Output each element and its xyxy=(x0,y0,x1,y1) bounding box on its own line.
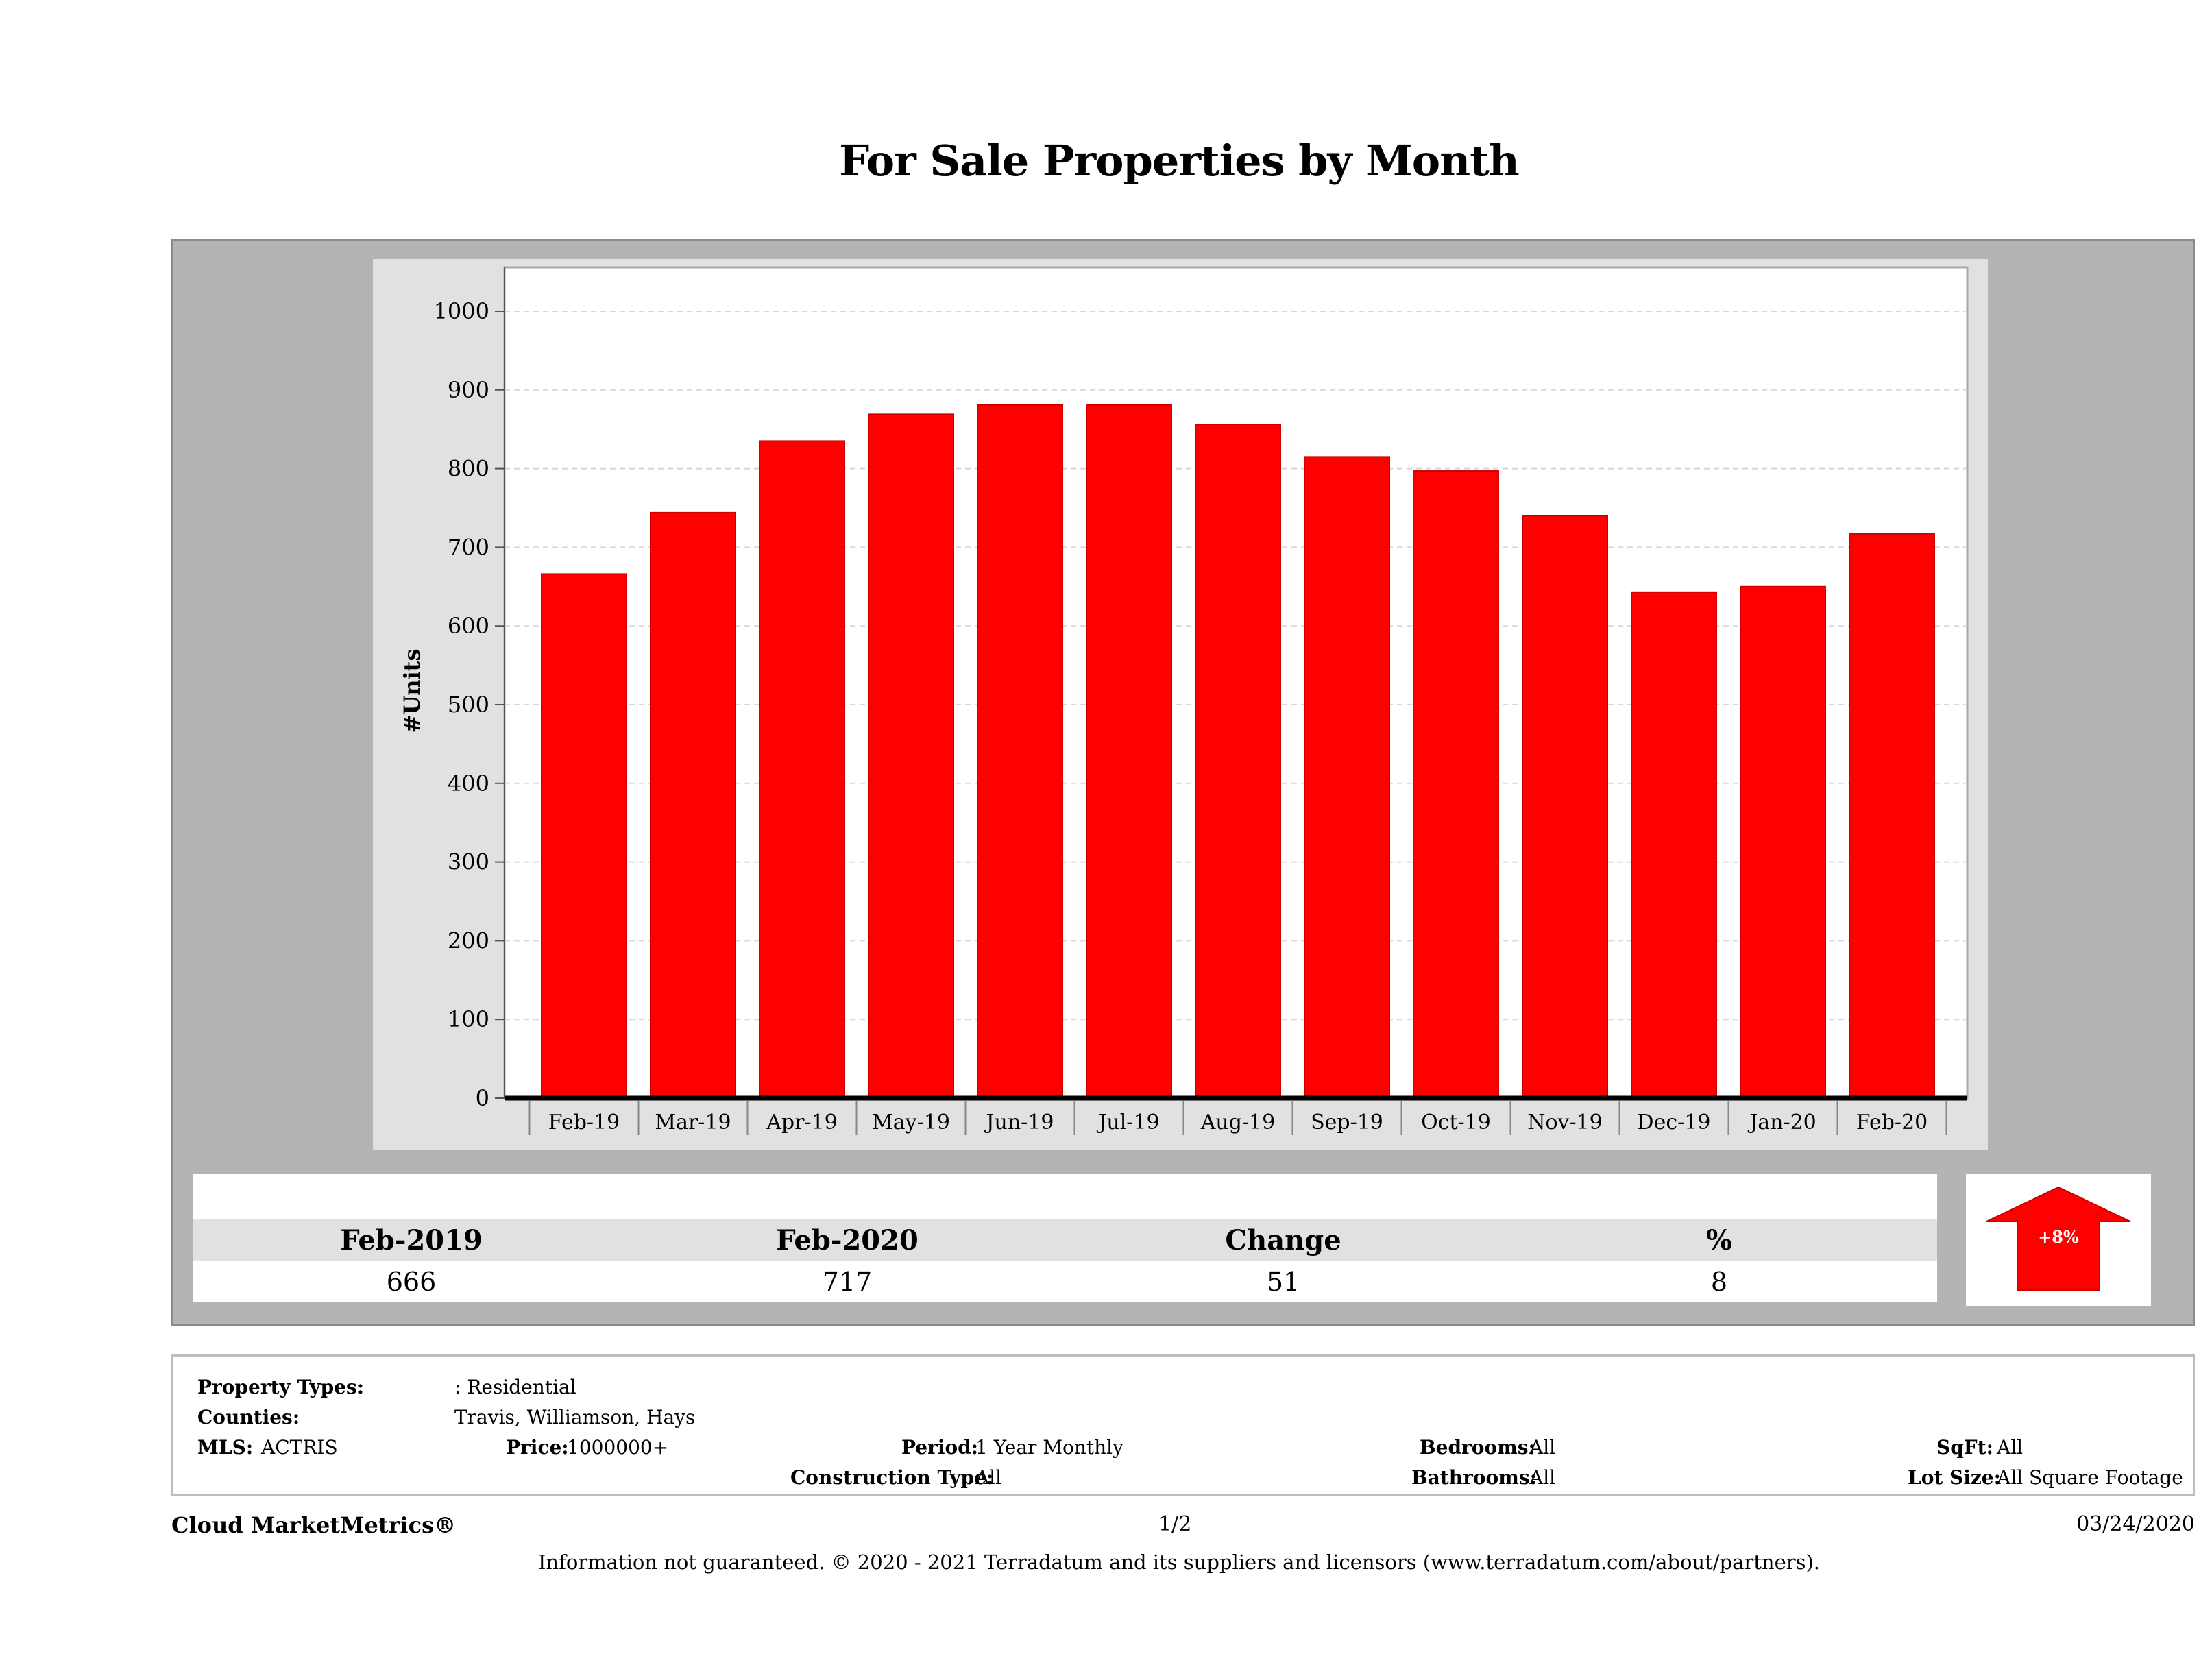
x-axis-ticks: Feb-19 Mar-19 Apr-19 May-19 Jun-19 Jul-19 Aug-… xyxy=(528,1101,1947,1135)
x-tick-label: May-19 xyxy=(872,1110,950,1134)
up-arrow-icon xyxy=(1986,1186,2131,1291)
footer-page-number: 1/2 xyxy=(1158,1512,1192,1536)
bar-jun-19 xyxy=(977,404,1063,1099)
bar-oct-19 xyxy=(1413,470,1499,1099)
footer-date: 03/24/2020 xyxy=(2076,1512,2195,1536)
y-axis-ticks: 0 100 200 300 400 500 600 700 800 900 1000 xyxy=(434,298,505,1111)
price-label: Price: xyxy=(506,1436,569,1459)
summary-header-end: Feb-2020 xyxy=(776,1224,919,1256)
sqft-label: SqFt: xyxy=(1936,1436,1993,1459)
footer-disclaimer: Information not guaranteed. © 2020 - 202… xyxy=(537,1551,1821,1574)
y-tick-label: 1000 xyxy=(434,298,489,324)
x-tick-label: Feb-19 xyxy=(548,1110,620,1134)
summary-spacer xyxy=(193,1174,1937,1219)
x-tick-label: Sep-19 xyxy=(1311,1110,1383,1134)
y-tick-label: 300 xyxy=(448,849,489,875)
summary-value-end: 717 xyxy=(822,1267,873,1297)
y-tick-label: 600 xyxy=(448,613,489,639)
y-tick-label: 900 xyxy=(448,377,489,403)
y-tick-label: 800 xyxy=(448,456,489,482)
bar-mar-19 xyxy=(650,511,736,1099)
y-tick-label: 200 xyxy=(448,927,489,953)
summary-value-change: 51 xyxy=(1266,1267,1300,1297)
lot-size-value: All Square Footage xyxy=(1997,1466,2183,1489)
construction-type-value: All xyxy=(975,1466,1002,1489)
x-tick-label: Jul-19 xyxy=(1096,1110,1159,1134)
summary-value-row: 666 717 51 8 xyxy=(193,1261,1937,1302)
bar-apr-19 xyxy=(759,440,845,1099)
summary-value-percent: 8 xyxy=(1710,1267,1728,1297)
bedrooms-value: All xyxy=(1529,1436,1556,1459)
summary-header-row: Feb-2019 Feb-2020 Change % xyxy=(193,1219,1937,1261)
y-axis-label: #Units xyxy=(399,649,425,733)
x-tick-label: Feb-20 xyxy=(1856,1110,1928,1134)
y-tick-label: 700 xyxy=(448,534,489,560)
bar-feb-19 xyxy=(541,573,627,1099)
counties-value: Travis, Williamson, Hays xyxy=(454,1406,696,1428)
price-value: 1000000+ xyxy=(567,1436,669,1459)
change-indicator-label: +8% xyxy=(2038,1227,2079,1247)
bar-feb-20 xyxy=(1849,533,1935,1099)
x-tick-label: Jun-19 xyxy=(984,1110,1054,1134)
x-tick-label: Mar-19 xyxy=(655,1110,731,1134)
bathrooms-value: All xyxy=(1529,1466,1556,1489)
y-tick-label: 0 xyxy=(476,1085,489,1111)
footer-brand: Cloud MarketMetrics® xyxy=(171,1512,457,1538)
bar-jan-20 xyxy=(1740,585,1826,1099)
summary-header-start: Feb-2019 xyxy=(340,1224,483,1256)
bar-dec-19 xyxy=(1631,591,1717,1099)
search-criteria: Property Types: : Residential Counties: … xyxy=(171,1354,2195,1496)
bar-aug-19 xyxy=(1195,424,1281,1099)
change-indicator: +8% xyxy=(1966,1174,2151,1306)
x-tick-label: Apr-19 xyxy=(766,1110,838,1134)
bedrooms-label: Bedrooms: xyxy=(1420,1436,1535,1459)
bars xyxy=(541,404,1935,1099)
lot-size-label: Lot Size: xyxy=(1908,1466,2001,1489)
bar-may-19 xyxy=(868,413,954,1099)
x-tick-label: Nov-19 xyxy=(1527,1110,1603,1134)
property-types-value: : Residential xyxy=(454,1376,576,1398)
counties-label: Counties: xyxy=(197,1406,300,1428)
summary-table: Feb-2019 Feb-2020 Change % 666 717 51 8 xyxy=(193,1174,1937,1306)
period-value: 1 Year Monthly xyxy=(975,1436,1123,1459)
y-tick-label: 500 xyxy=(448,692,489,718)
report-title: For Sale Properties by Month xyxy=(839,136,1520,186)
bar-sep-19 xyxy=(1304,456,1390,1099)
y-tick-label: 100 xyxy=(448,1006,489,1032)
x-tick-label: Jan-20 xyxy=(1747,1110,1816,1134)
x-tick-label: Oct-19 xyxy=(1421,1110,1491,1134)
sqft-value: All xyxy=(1997,1436,2023,1459)
bar-nov-19 xyxy=(1522,515,1608,1099)
summary-value-start: 666 xyxy=(386,1267,437,1297)
y-tick-label: 400 xyxy=(448,770,489,797)
summary-header-change: Change xyxy=(1225,1224,1341,1256)
period-label: Period: xyxy=(901,1436,979,1459)
construction-type-label: Construction Type: xyxy=(790,1466,994,1489)
bathrooms-label: Bathrooms: xyxy=(1411,1466,1537,1489)
x-tick-label: Aug-19 xyxy=(1200,1110,1276,1134)
summary-header-percent: % xyxy=(1705,1224,1732,1256)
mls-value: ACTRIS xyxy=(261,1436,338,1459)
property-types-label: Property Types: xyxy=(197,1376,365,1398)
mls-label: MLS: xyxy=(197,1436,254,1459)
bar-jul-19 xyxy=(1086,404,1172,1099)
x-tick-label: Dec-19 xyxy=(1638,1110,1711,1134)
